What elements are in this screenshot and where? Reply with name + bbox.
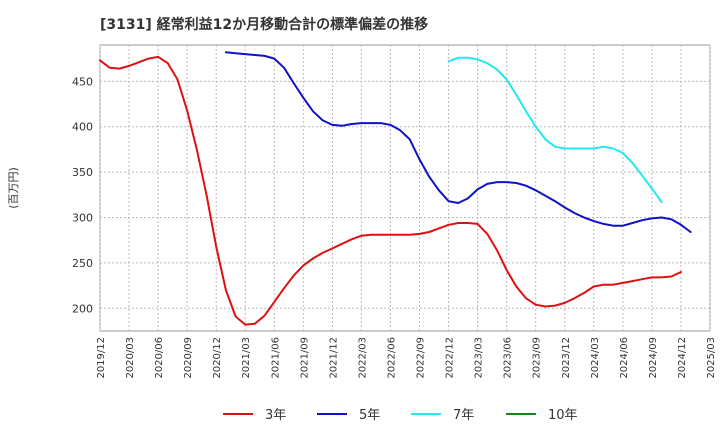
x-tick-label: 2020/12	[212, 337, 223, 379]
y-tick-label: 400	[72, 121, 93, 134]
x-tick-label: 2023/03	[474, 337, 485, 379]
x-tick-label: 2024/03	[590, 337, 601, 379]
x-tick-label: 2023/06	[503, 337, 514, 379]
y-tick-label: 350	[72, 166, 93, 179]
x-tick-label: 2022/03	[357, 337, 368, 379]
y-axis-label: (百万円)	[7, 167, 20, 209]
x-tick-label: 2019/12	[96, 337, 107, 379]
series-line-2	[224, 51, 692, 233]
x-tick-label: 2020/09	[183, 337, 194, 379]
x-tick-label: 2024/06	[619, 337, 630, 379]
x-tick-label: 2021/12	[328, 337, 339, 379]
x-tick-label: 2020/03	[125, 337, 136, 379]
x-tick-label: 2021/06	[270, 337, 281, 379]
x-tick-label: 2021/09	[299, 337, 310, 379]
series-line-3	[447, 56, 663, 204]
x-tick-label: 2025/03	[706, 337, 717, 379]
x-tick-label: 2023/12	[561, 337, 572, 379]
legend-label-1: 3年	[265, 408, 286, 423]
legend-label-3: 7年	[453, 408, 474, 423]
x-tick-label: 2022/06	[386, 337, 397, 379]
series-line-1	[99, 55, 682, 326]
legend-label-4: 10年	[548, 408, 578, 423]
x-tick-label: 2024/09	[648, 337, 659, 379]
x-tick-label: 2022/12	[445, 337, 456, 379]
plot-frame	[99, 44, 711, 332]
x-tick-label: 2022/09	[416, 337, 427, 379]
y-tick-label: 250	[72, 257, 93, 270]
x-tick-label: 2023/09	[532, 337, 543, 379]
x-tick-label: 2020/06	[154, 337, 165, 379]
x-tick-label: 2024/12	[677, 337, 688, 379]
y-tick-label: 200	[72, 302, 93, 315]
chart-title: [3131] 経常利益12か月移動合計の標準偏差の推移	[100, 17, 429, 33]
x-tick-label: 2021/03	[241, 337, 252, 379]
legend-label-2: 5年	[359, 408, 380, 423]
y-tick-label: 300	[72, 212, 93, 225]
y-tick-label: 450	[72, 75, 93, 88]
